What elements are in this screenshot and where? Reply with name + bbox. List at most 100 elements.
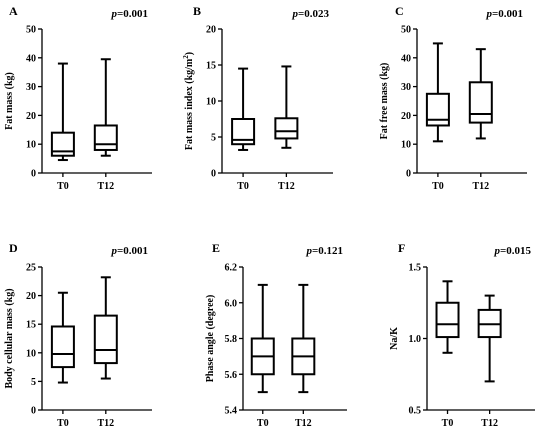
- p-symbol: p: [305, 245, 312, 257]
- p-value-number: =0.023: [298, 8, 330, 20]
- p-value-label: p=0.121: [305, 245, 343, 257]
- y-tick-label: 5: [211, 133, 216, 144]
- y-tick-label: 40: [26, 53, 36, 64]
- p-value-label: p=0.001: [110, 8, 148, 20]
- x-category-label: T0: [432, 181, 444, 192]
- iqr-box: [274, 117, 299, 140]
- x-category-label: T12: [97, 181, 114, 192]
- p-symbol: p: [291, 8, 298, 20]
- y-tick-label: 0: [31, 406, 36, 417]
- p-symbol: p: [110, 8, 117, 20]
- x-category-label: T0: [57, 418, 69, 429]
- y-tick-label: 1.0: [409, 334, 422, 345]
- y-axis-label: Na/K: [389, 327, 400, 350]
- x-category-label: T12: [481, 418, 498, 429]
- y-tick-label: 5.4: [225, 406, 238, 417]
- y-tick-label: 10: [401, 140, 411, 151]
- y-tick-label: 30: [26, 82, 36, 93]
- y-axis-label-text: Fat free mass (kg): [379, 63, 390, 140]
- p-value-number: =0.001: [117, 245, 148, 257]
- y-tick-label: 20: [26, 111, 36, 122]
- y-axis-label: Fat free mass (kg): [379, 63, 390, 140]
- y-axis-label: Body cellular mass (kg): [4, 288, 15, 388]
- y-tick-label: 20: [26, 291, 36, 302]
- panel-letter: F: [398, 241, 405, 255]
- y-tick-label: 6.0: [225, 298, 238, 309]
- iqr-box: [468, 81, 493, 124]
- p-value-label: p=0.001: [485, 8, 523, 20]
- x-category-label: T0: [257, 418, 269, 429]
- y-tick-label: 50: [26, 25, 36, 36]
- y-tick-label: 20: [401, 111, 411, 122]
- y-tick-label: 5: [31, 377, 36, 388]
- panel-letter: D: [9, 241, 18, 255]
- box-t0: [231, 67, 256, 151]
- box-t12: [291, 283, 316, 394]
- p-value-label: p=0.023: [291, 8, 329, 20]
- box-t0: [435, 280, 460, 354]
- box-t0: [50, 291, 75, 384]
- box-t12: [93, 276, 118, 380]
- y-tick-label: 0: [31, 169, 36, 180]
- x-category-label: T0: [237, 181, 249, 192]
- y-tick-label: 1.5: [409, 263, 422, 274]
- y-axis-label-superscript: 2: [182, 55, 190, 59]
- box-t0: [425, 42, 450, 143]
- p-value-label: p=0.015: [493, 245, 531, 257]
- p-value-number: =0.015: [500, 245, 532, 257]
- x-category-label: T12: [472, 181, 489, 192]
- y-tick-label: 6.2: [225, 263, 238, 274]
- iqr-box: [425, 92, 450, 127]
- p-value-label: p=0.001: [110, 245, 148, 257]
- x-category-label: T0: [442, 418, 454, 429]
- p-symbol: p: [493, 245, 500, 257]
- box-t0: [250, 283, 275, 394]
- iqr-box: [50, 325, 75, 369]
- y-tick-label: 0.5: [409, 406, 422, 417]
- y-tick-label: 40: [401, 53, 411, 64]
- iqr-box: [93, 314, 118, 365]
- box-t12: [274, 65, 299, 149]
- iqr-box: [435, 301, 460, 339]
- p-value-number: =0.001: [492, 8, 523, 20]
- box-t12: [93, 58, 118, 157]
- iqr-box: [50, 131, 75, 157]
- y-axis-label: Phase angle (degree): [205, 295, 216, 383]
- y-tick-label: 0: [406, 169, 411, 180]
- y-tick-label: 10: [26, 140, 36, 151]
- panel-letter: A: [9, 4, 18, 18]
- y-axis-label-text: Phase angle (degree): [205, 295, 216, 383]
- y-tick-label: 25: [26, 263, 36, 274]
- p-value-number: =0.001: [117, 8, 148, 20]
- y-axis-label-text: Fat mass index (kg/m: [184, 58, 195, 150]
- p-symbol: p: [110, 245, 117, 257]
- iqr-box: [93, 124, 118, 151]
- panel-letter: B: [193, 4, 201, 18]
- y-tick-label: 15: [206, 61, 216, 72]
- panel-letter: E: [212, 241, 220, 255]
- y-tick-label: 0: [211, 169, 216, 180]
- y-tick-label: 5.8: [225, 334, 238, 345]
- y-axis-label-text: Body cellular mass (kg): [4, 288, 15, 388]
- x-category-label: T12: [278, 181, 295, 192]
- y-axis-label: Fat mass (kg): [4, 72, 15, 130]
- y-tick-label: 15: [26, 320, 36, 331]
- panel-letter: C: [395, 4, 404, 18]
- box-t12: [477, 294, 502, 383]
- box-t0: [50, 62, 75, 162]
- y-axis-label-close: ): [184, 52, 195, 55]
- x-category-label: T12: [295, 418, 312, 429]
- box-t12: [468, 48, 493, 140]
- p-value-number: =0.121: [312, 245, 343, 257]
- p-symbol: p: [485, 8, 492, 20]
- y-tick-label: 50: [401, 25, 411, 36]
- y-axis-label-text: Na/K: [389, 327, 400, 350]
- y-tick-label: 30: [401, 82, 411, 93]
- x-category-label: T12: [97, 418, 114, 429]
